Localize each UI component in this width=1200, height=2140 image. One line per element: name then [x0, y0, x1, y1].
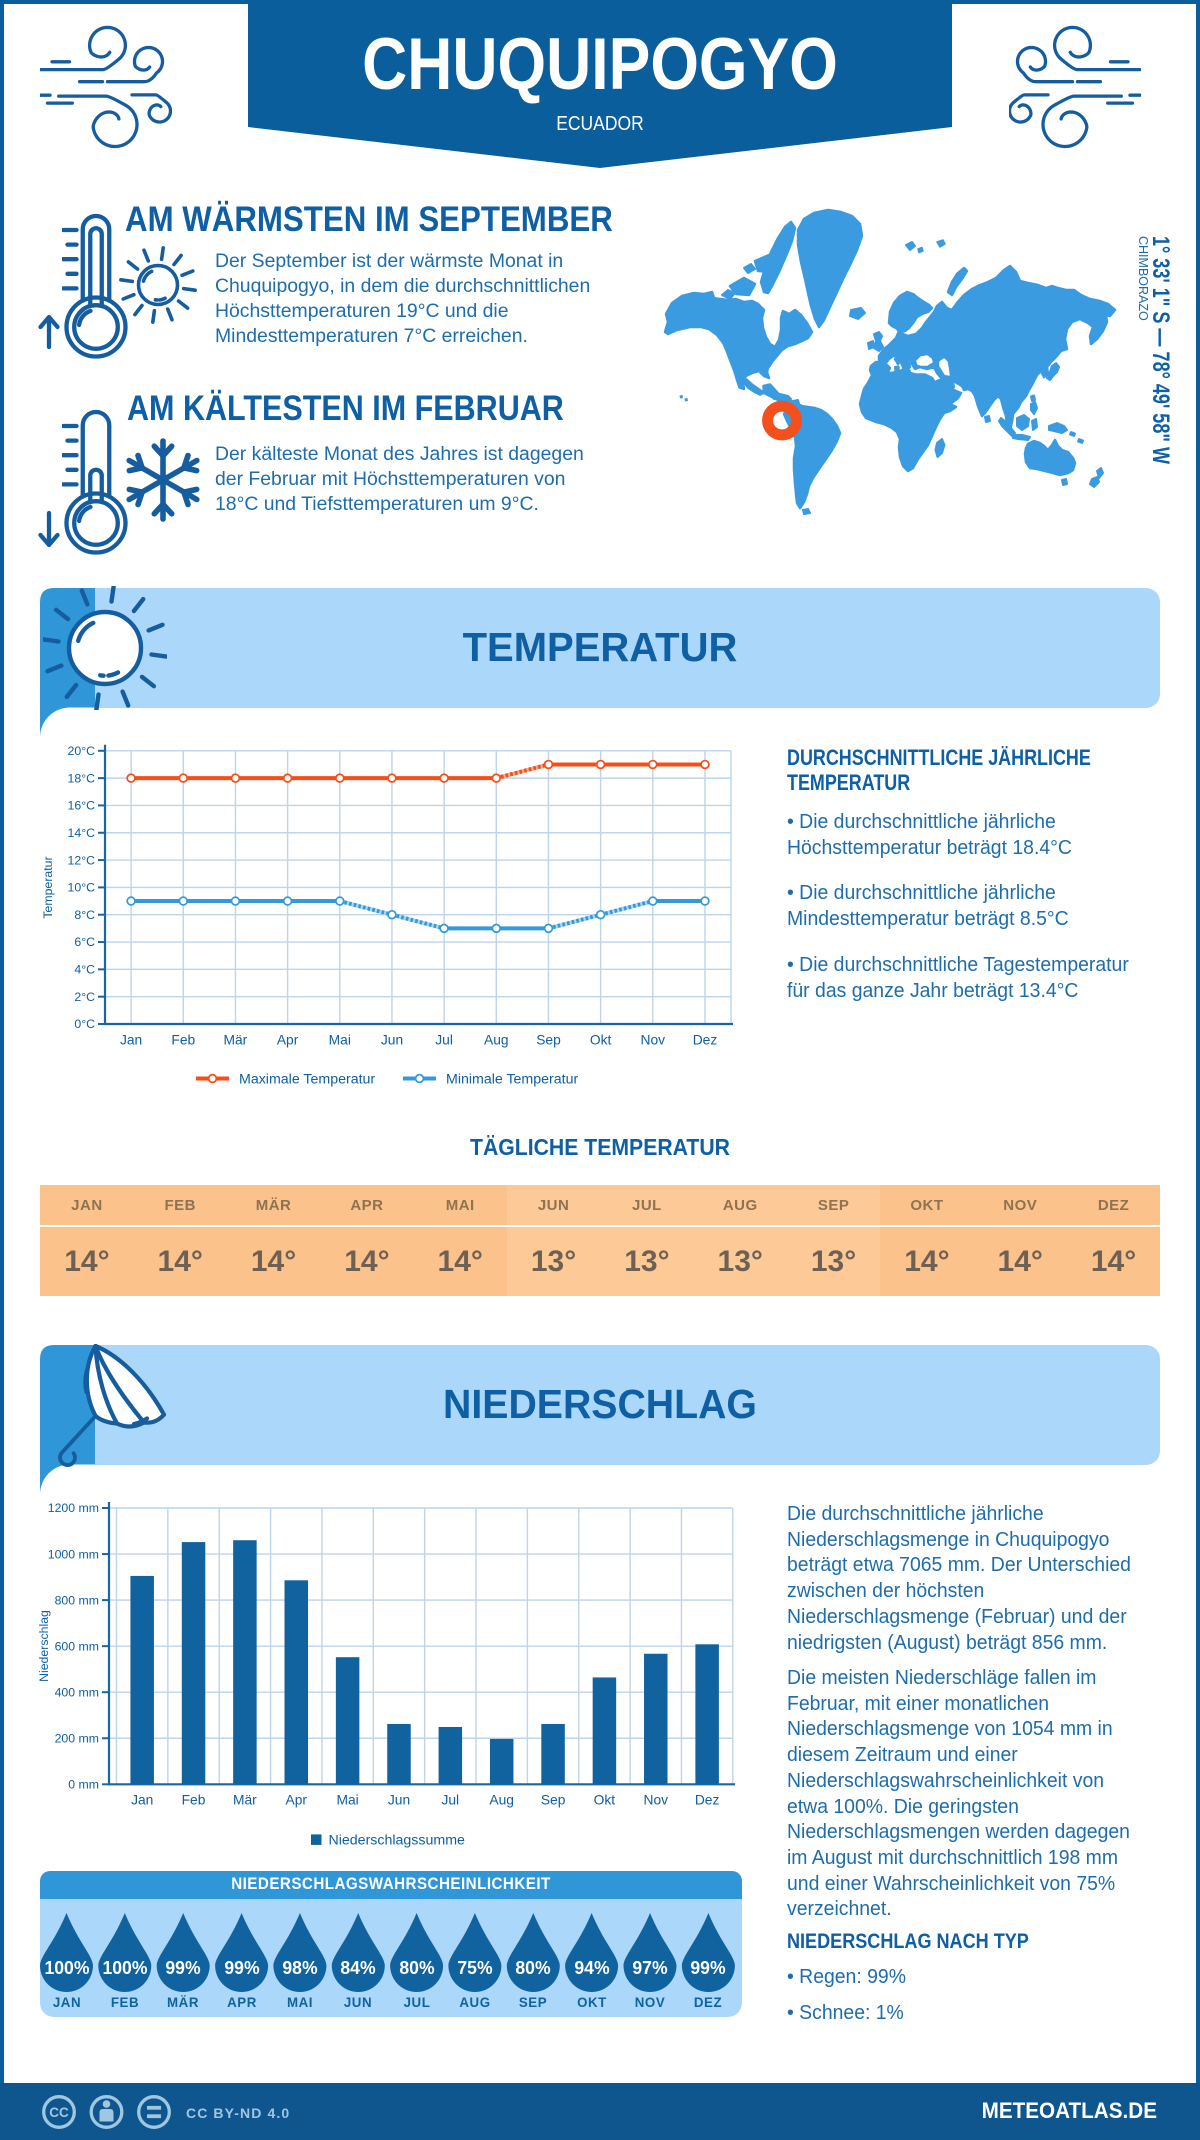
- svg-text:Feb: Feb: [171, 1033, 195, 1048]
- svg-text:Feb: Feb: [182, 1793, 206, 1808]
- svg-text:Niederschlagssumme: Niederschlagssumme: [329, 1833, 466, 1849]
- svg-text:Aug: Aug: [484, 1033, 509, 1048]
- svg-text:Jul: Jul: [441, 1793, 459, 1808]
- svg-text:600 mm: 600 mm: [55, 1639, 99, 1653]
- svg-text:20°C: 20°C: [68, 744, 96, 758]
- svg-text:Niederschlag: Niederschlag: [37, 1610, 51, 1682]
- svg-text:Maximale Temperatur: Maximale Temperatur: [239, 1072, 375, 1088]
- svg-text:Jul: Jul: [435, 1033, 453, 1048]
- svg-text:Jan: Jan: [131, 1793, 153, 1808]
- svg-text:10°C: 10°C: [68, 881, 96, 895]
- svg-text:Dez: Dez: [693, 1033, 718, 1048]
- svg-text:4°C: 4°C: [74, 963, 95, 977]
- svg-text:CC: CC: [49, 2105, 69, 2120]
- svg-text:14°C: 14°C: [68, 826, 96, 840]
- svg-text:Okt: Okt: [594, 1793, 616, 1808]
- svg-text:0 mm: 0 mm: [68, 1778, 99, 1792]
- svg-text:Nov: Nov: [644, 1793, 669, 1808]
- svg-text:12°C: 12°C: [68, 853, 96, 867]
- svg-text:Mai: Mai: [336, 1793, 358, 1808]
- svg-text:6°C: 6°C: [74, 935, 95, 949]
- svg-text:Temperatur: Temperatur: [41, 856, 55, 918]
- svg-text:0°C: 0°C: [74, 1017, 95, 1031]
- svg-text:1000 mm: 1000 mm: [48, 1547, 99, 1561]
- svg-text:Mai: Mai: [329, 1033, 351, 1048]
- svg-text:Apr: Apr: [286, 1793, 308, 1808]
- svg-text:18°C: 18°C: [68, 771, 96, 785]
- svg-text:Jan: Jan: [120, 1033, 142, 1048]
- svg-text:8°C: 8°C: [74, 908, 95, 922]
- svg-text:16°C: 16°C: [68, 799, 96, 813]
- svg-text:Jun: Jun: [381, 1033, 403, 1048]
- svg-text:Dez: Dez: [695, 1793, 720, 1808]
- svg-text:200 mm: 200 mm: [55, 1731, 99, 1745]
- svg-text:Nov: Nov: [641, 1033, 666, 1048]
- svg-text:Mär: Mär: [224, 1033, 248, 1048]
- svg-text:Okt: Okt: [590, 1033, 612, 1048]
- svg-text:Sep: Sep: [541, 1793, 566, 1808]
- svg-text:2°C: 2°C: [74, 990, 95, 1004]
- svg-text:1200 mm: 1200 mm: [48, 1501, 99, 1515]
- svg-text:Sep: Sep: [536, 1033, 561, 1048]
- svg-text:Mär: Mär: [233, 1793, 257, 1808]
- svg-text:400 mm: 400 mm: [55, 1685, 99, 1699]
- svg-text:Minimale Temperatur: Minimale Temperatur: [446, 1072, 578, 1088]
- svg-text:800 mm: 800 mm: [55, 1593, 99, 1607]
- svg-text:Apr: Apr: [277, 1033, 299, 1048]
- svg-text:Aug: Aug: [489, 1793, 514, 1808]
- svg-text:Jun: Jun: [388, 1793, 410, 1808]
